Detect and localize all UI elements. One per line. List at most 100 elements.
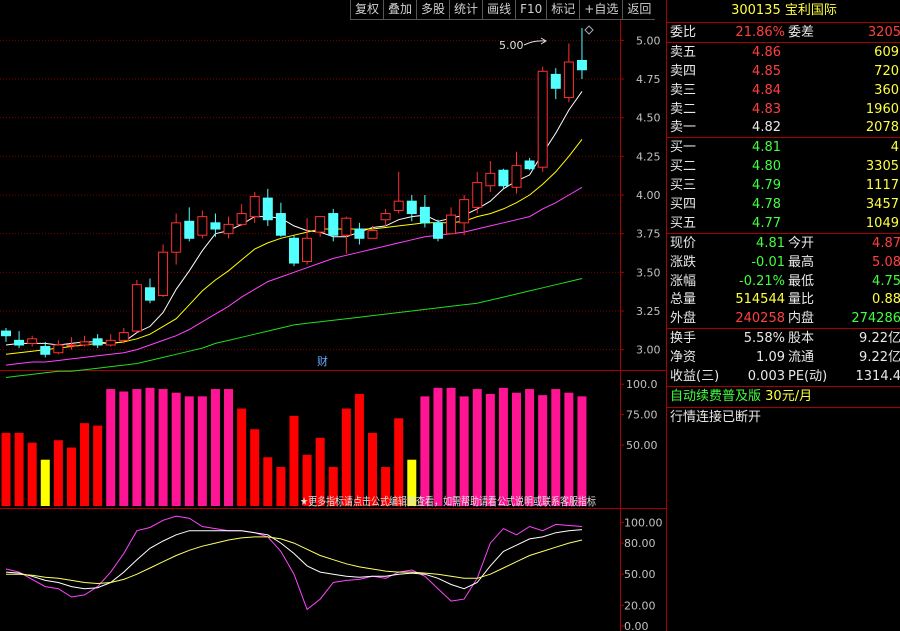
- price-stat-row: 涨幅 -0.21% 最低 4.75: [667, 272, 900, 291]
- candle[interactable]: [354, 222, 365, 245]
- toolbar-button-0[interactable]: 复权: [350, 0, 384, 20]
- y-tick-label: 4.75: [636, 73, 661, 86]
- candle[interactable]: [315, 216, 326, 237]
- toolbar-button-3[interactable]: 统计: [449, 0, 483, 20]
- candle[interactable]: [524, 157, 535, 171]
- candle[interactable]: [210, 213, 221, 237]
- indicator-bar: [354, 393, 364, 506]
- bids-row[interactable]: 买五 4.77 1049: [667, 214, 900, 233]
- candle[interactable]: [158, 244, 169, 298]
- candle[interactable]: [171, 213, 182, 265]
- candle[interactable]: [40, 341, 51, 358]
- candle[interactable]: [27, 335, 38, 347]
- candle[interactable]: [472, 171, 483, 214]
- stock-title: 300135 宝利国际: [667, 0, 900, 23]
- level-label: 买四: [670, 197, 697, 213]
- candle-body: [576, 59, 587, 71]
- candle[interactable]: [485, 160, 496, 192]
- candle[interactable]: [432, 219, 443, 242]
- candle[interactable]: [262, 188, 273, 226]
- candle[interactable]: [328, 208, 339, 242]
- candle[interactable]: [511, 151, 522, 194]
- candle[interactable]: [236, 204, 247, 226]
- stat-label: 收益(三): [670, 369, 720, 385]
- candle-body: [131, 284, 142, 332]
- toolbar-button-7[interactable]: +自选: [579, 0, 623, 20]
- candle[interactable]: [118, 327, 129, 344]
- candle[interactable]: [302, 218, 313, 265]
- candle-body: [66, 344, 77, 347]
- toolbar-button-5[interactable]: F10: [515, 0, 547, 20]
- toolbar-button-2[interactable]: 多股: [416, 0, 450, 20]
- candle[interactable]: [446, 207, 457, 235]
- candle[interactable]: [53, 340, 64, 355]
- stat-value: 4.81: [756, 235, 785, 251]
- price-stats: 现价 4.81 今开 4.87 涨跌 -0.01 最高 5.08 涨幅 -0.21% 最低 4.75 总…: [667, 232, 900, 328]
- candle[interactable]: [1, 327, 11, 342]
- y-tick-label: 4.25: [636, 150, 661, 163]
- candle-body: [1, 330, 11, 337]
- candle[interactable]: [576, 28, 587, 80]
- toolbar-button-4[interactable]: 画线: [482, 0, 516, 20]
- diamond-icon[interactable]: [584, 25, 594, 35]
- asks-row[interactable]: 卖一 4.82 2078: [667, 118, 900, 137]
- price-stat-row: 涨跌 -0.01 最高 5.08: [667, 253, 900, 272]
- level-price: 4.83: [752, 101, 781, 117]
- chart-area[interactable]: 5.00 4.75 4.50 4.25 4.00 3.75 3.50 3.25 3.00 100…: [0, 0, 666, 631]
- candle[interactable]: [537, 66, 548, 172]
- indicator-bar: [237, 408, 247, 506]
- candle[interactable]: [275, 202, 286, 237]
- candle-body: [197, 216, 208, 236]
- asks-row[interactable]: 卖五 4.86 609: [667, 43, 900, 62]
- bids-row[interactable]: 买一 4.81 4: [667, 138, 900, 157]
- indicator-bar: [538, 395, 548, 506]
- bids-row[interactable]: 买四 4.78 3457: [667, 195, 900, 214]
- candle[interactable]: [66, 337, 77, 350]
- level-label: 卖三: [670, 82, 697, 98]
- candle[interactable]: [341, 216, 352, 254]
- candle[interactable]: [563, 43, 574, 103]
- candle[interactable]: [459, 195, 470, 236]
- candle[interactable]: [184, 207, 195, 242]
- candle[interactable]: [197, 210, 208, 239]
- indicator-bar: [224, 389, 234, 506]
- indicator-bar: [368, 432, 378, 506]
- indicator-bar: [93, 425, 103, 506]
- asks-row[interactable]: 卖三 4.84 360: [667, 81, 900, 100]
- candle-body: [236, 213, 247, 225]
- stat-label: 净资: [670, 350, 697, 366]
- bids-row[interactable]: 买三 4.79 1117: [667, 176, 900, 195]
- candle[interactable]: [144, 278, 155, 304]
- candle[interactable]: [288, 235, 299, 267]
- candle[interactable]: [380, 208, 391, 226]
- candle[interactable]: [393, 171, 404, 214]
- candle[interactable]: [367, 225, 378, 239]
- ma-line: [5, 91, 583, 346]
- asks-row[interactable]: 卖二 4.83 1960: [667, 100, 900, 119]
- candle[interactable]: [131, 280, 142, 333]
- candle[interactable]: [14, 331, 25, 349]
- indicator-scroll-text: ★更多指标请点击公式编辑器查看，如需帮助请看公式说明或联系客服指标: [300, 494, 596, 508]
- asks-row[interactable]: 卖四 4.85 720: [667, 62, 900, 81]
- kline-chart: 5.00 4.75 4.50 4.25 4.00 3.75 3.50 3.25 3.00: [0, 28, 661, 378]
- candle[interactable]: [406, 195, 417, 222]
- toolbar-button-6[interactable]: 标记: [546, 0, 580, 20]
- indicator-bar: [158, 389, 168, 506]
- indicator-bar: [53, 440, 63, 506]
- bids-row[interactable]: 买二 4.80 3305: [667, 157, 900, 176]
- candle[interactable]: [105, 334, 116, 347]
- toolbar-button-8[interactable]: 返回: [622, 0, 656, 20]
- finance-marker[interactable]: 财: [317, 354, 328, 368]
- subscription-promo[interactable]: 自动续费普及版 30元/月: [667, 385, 900, 407]
- candle[interactable]: [223, 216, 234, 239]
- candle[interactable]: [419, 195, 430, 228]
- stat-label: 总量: [670, 292, 697, 308]
- candle[interactable]: [550, 68, 561, 100]
- candle[interactable]: [79, 335, 90, 347]
- promo-price: 30元/月: [765, 388, 813, 404]
- candle-body: [419, 206, 430, 224]
- candle[interactable]: [249, 191, 260, 223]
- toolbar-button-1[interactable]: 叠加: [383, 0, 417, 20]
- candle[interactable]: [498, 168, 509, 189]
- candle[interactable]: [92, 334, 103, 349]
